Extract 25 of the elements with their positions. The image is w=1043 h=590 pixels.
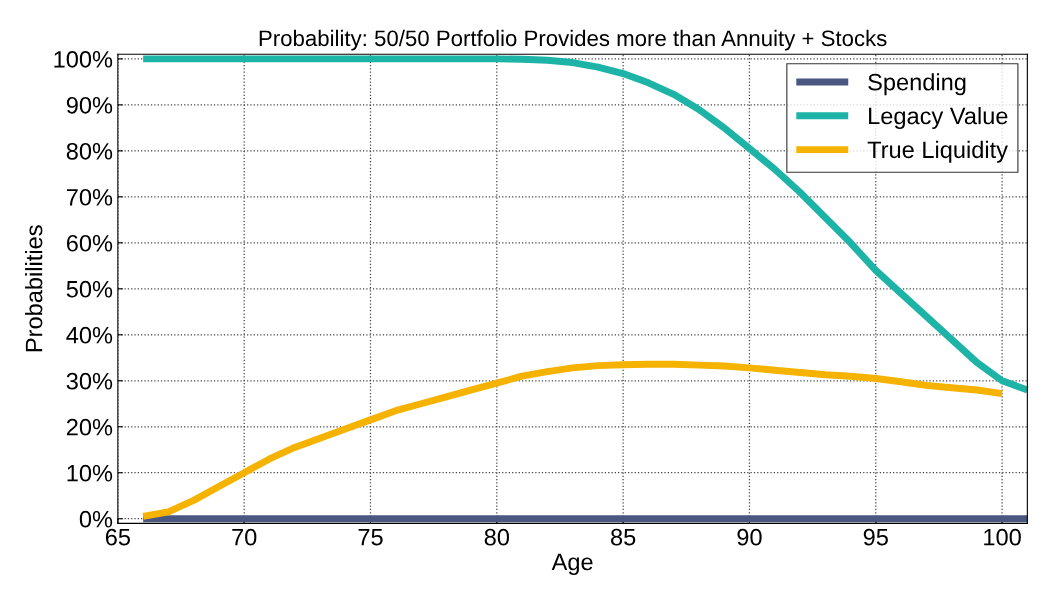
y-tick-label: 100% <box>54 50 113 68</box>
legend-label: True Liquidity <box>867 140 1008 163</box>
y-tick-label: 50% <box>66 280 113 298</box>
legend-label: Legacy Value <box>869 106 1008 129</box>
x-axis-title: Age <box>551 553 593 575</box>
y-tick-label: 10% <box>67 464 113 482</box>
x-tick-label: 75 <box>358 529 383 546</box>
x-tick-label: 80 <box>484 528 510 546</box>
y-tick-label: 80% <box>66 142 113 160</box>
y-tick-label: 70% <box>66 188 113 206</box>
x-tick-label: 100 <box>984 528 1021 546</box>
y-tick-label: 90% <box>66 96 113 114</box>
y-tick-label: 0% <box>79 510 113 528</box>
x-tick-label: 65 <box>105 528 130 546</box>
chart-title: Probability: 50/50 Portfolio Provides more than Annuity + Stocks <box>259 29 887 51</box>
legend-label: Spending <box>868 73 966 96</box>
y-axis-title: Probabilities <box>25 225 43 352</box>
y-tick-label: 60% <box>66 234 113 252</box>
x-tick-label: 90 <box>737 528 762 546</box>
y-tick-label: 40% <box>66 326 113 344</box>
x-tick-label: 85 <box>611 528 636 546</box>
x-tick-label: 95 <box>863 528 888 546</box>
x-tick-label: 70 <box>232 528 257 546</box>
y-tick-label: 20% <box>66 418 113 436</box>
y-tick-label: 30% <box>66 372 113 390</box>
